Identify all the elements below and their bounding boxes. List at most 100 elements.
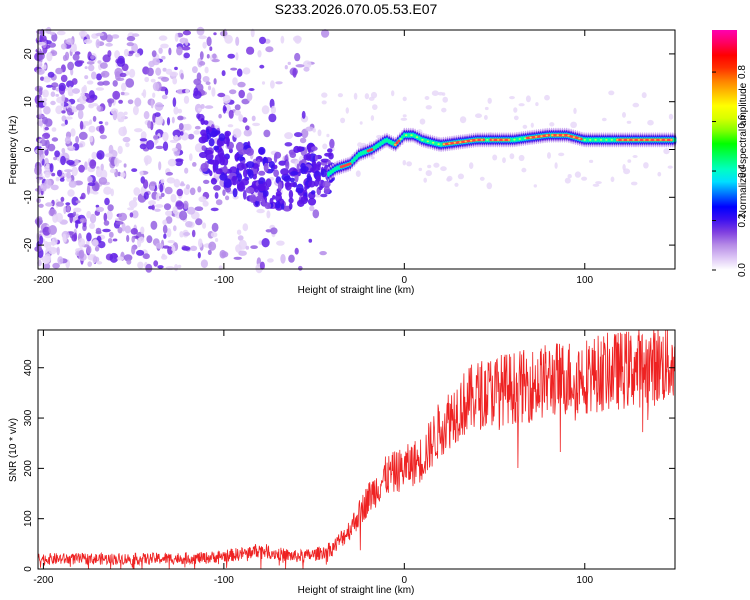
- heatmap-cell: [242, 223, 249, 232]
- heatmap-cell: [423, 177, 428, 183]
- heatmap-cell: [277, 181, 283, 191]
- heatmap-cell: [206, 128, 210, 135]
- heatmap-cell: [300, 166, 307, 175]
- heatmap-cell: [359, 151, 363, 156]
- colorbar-tick-label: 0.4: [737, 164, 748, 178]
- heatmap-cell: [284, 142, 293, 147]
- heatmap-cell: [469, 139, 473, 142]
- heatmap-cell: [61, 123, 66, 127]
- heatmap-cell: [632, 139, 635, 141]
- heatmap-cell: [199, 51, 204, 60]
- heatmap-cell: [89, 159, 97, 169]
- heatmap-cell: [265, 229, 272, 233]
- heatmap-cell: [298, 265, 303, 271]
- heatmap-cell: [308, 238, 313, 243]
- heatmap-cell: [359, 121, 363, 125]
- heatmap-cell: [275, 191, 282, 197]
- heatmap-cell: [48, 246, 57, 255]
- heatmap-cell: [140, 226, 145, 235]
- heatmap-cell: [312, 209, 320, 219]
- snr-panel: -200 -100 0 100 0 100 200 300 400 Height of stra…: [8, 329, 676, 596]
- heatmap-cell: [142, 253, 150, 260]
- heatmap-cell: [57, 256, 64, 265]
- heatmap-cell: [248, 88, 255, 91]
- heatmap-cell: [75, 103, 85, 111]
- heatmap-cell: [480, 139, 484, 141]
- heatmap-cell: [284, 132, 293, 140]
- heatmap-cell: [469, 162, 474, 170]
- heatmap-cell: [157, 265, 164, 269]
- heatmap-cell: [146, 235, 153, 244]
- heatmap-cell: [178, 123, 184, 130]
- heatmap-cell: [173, 178, 181, 188]
- heatmap-cell: [273, 169, 279, 178]
- heatmap-cell: [252, 122, 261, 127]
- heatmap-cell: [78, 164, 85, 173]
- heatmap-cell: [306, 152, 311, 161]
- heatmap-cell: [43, 106, 51, 115]
- heatmap-cell: [66, 159, 75, 166]
- heatmap-cell: [119, 72, 127, 78]
- heatmap-cell: [107, 238, 113, 244]
- heatmap-cell: [190, 245, 198, 251]
- heatmap-cell: [64, 136, 71, 144]
- heatmap-cell: [475, 113, 482, 118]
- heatmap-cell: [446, 175, 453, 182]
- heatmap-cell: [329, 138, 335, 149]
- heatmap-cell: [155, 67, 162, 76]
- heatmap-cell: [311, 146, 318, 151]
- heatmap-cell: [654, 139, 657, 141]
- heatmap-cell: [138, 236, 145, 243]
- heatmap-cell: [479, 176, 485, 181]
- heatmap-cell: [626, 139, 630, 141]
- heatmap-cell: [294, 52, 301, 62]
- heatmap-cell: [368, 96, 375, 101]
- heatmap-cell: [230, 67, 238, 71]
- heatmap-cell: [135, 53, 140, 58]
- heatmap-cell: [161, 94, 168, 100]
- heatmap-cell: [62, 54, 68, 62]
- heatmap-cell: [303, 66, 310, 72]
- heatmap-cell: [111, 34, 120, 39]
- heatmap-cell: [131, 245, 138, 250]
- heatmap-cell: [85, 97, 95, 103]
- heatmap-cell: [150, 220, 158, 230]
- heatmap-cell: [657, 171, 662, 177]
- heatmap-cell: [95, 206, 105, 213]
- heatmap-cell: [261, 238, 270, 248]
- heatmap-cell: [317, 129, 322, 137]
- heatmap-cell: [487, 97, 492, 104]
- heatmap-cell: [637, 139, 641, 141]
- heatmap-cell: [302, 60, 312, 69]
- heatmap-cell: [238, 89, 245, 99]
- heatmap-cell: [348, 162, 352, 166]
- heatmap-cell: [86, 61, 95, 65]
- heatmap-cell: [62, 233, 67, 242]
- heatmap-cell: [556, 134, 559, 137]
- heatmap-cell: [66, 38, 74, 45]
- heatmap-cell: [87, 182, 96, 187]
- heatmap-cell: [89, 213, 97, 224]
- heatmap-cell: [320, 158, 330, 163]
- heatmap-cell: [84, 161, 88, 171]
- y-tick-label: 10: [23, 96, 34, 108]
- heatmap-cell: [223, 178, 232, 189]
- heatmap-cell: [57, 169, 62, 177]
- heatmap-cell: [47, 143, 56, 152]
- heatmap-cell: [574, 171, 582, 178]
- heatmap-cell: [165, 210, 173, 216]
- heatmap-cell: [79, 196, 84, 200]
- heatmap-cell: [52, 214, 58, 223]
- heatmap-cell: [160, 43, 169, 49]
- heatmap-cell: [424, 96, 430, 100]
- heatmap-cell: [143, 179, 149, 189]
- heatmap-cell: [44, 126, 49, 131]
- heatmap-cell: [96, 150, 105, 160]
- heatmap-cell: [89, 135, 94, 143]
- heatmap-cell: [533, 184, 537, 188]
- heatmap-cell: [264, 202, 272, 210]
- heatmap-cell: [314, 194, 323, 198]
- x-tick-label: -100: [214, 575, 234, 586]
- heatmap-cell: [37, 143, 43, 147]
